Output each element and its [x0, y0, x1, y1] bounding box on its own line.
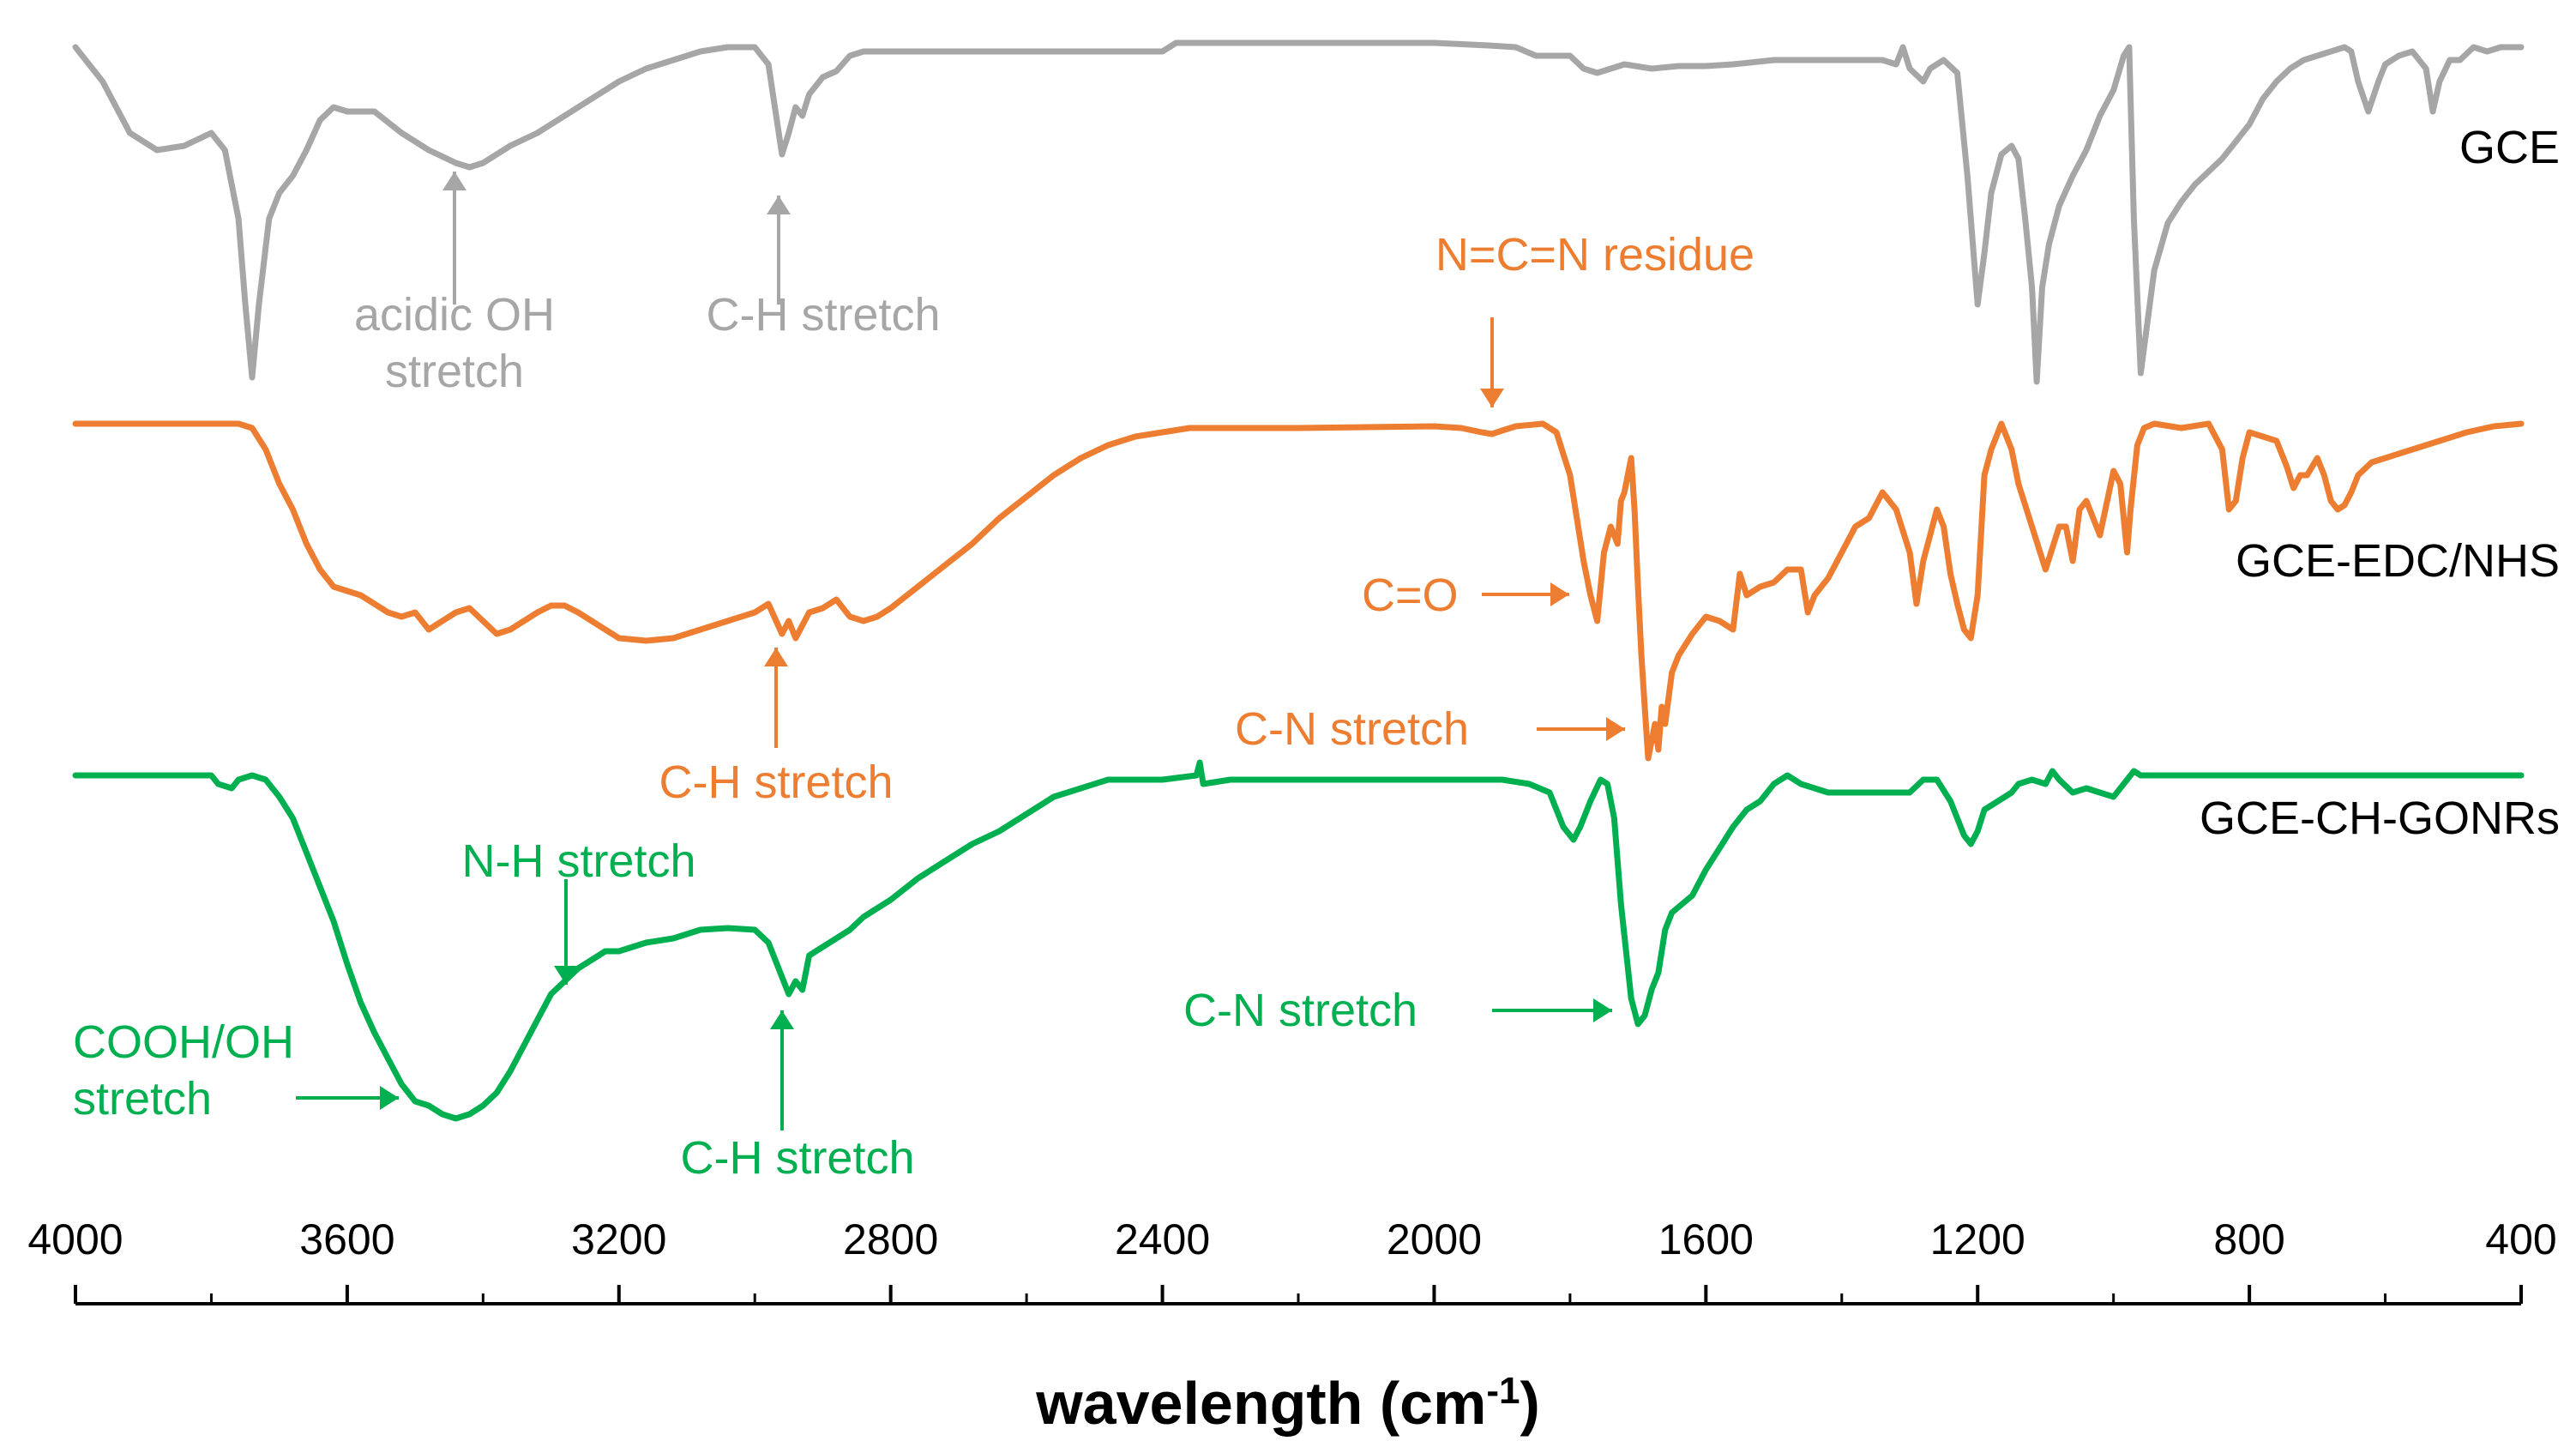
annotation-text: C-N stretch	[1183, 985, 1417, 1036]
annotation-arrow-head	[1606, 717, 1625, 741]
annotation-cooh-oh-stretch-gce-ch-gonrs: COOH/OH stretch	[73, 1016, 399, 1124]
x-axis: 4000 3600 3200 2800 2400 2000 1600 1200 800 400	[27, 1215, 2557, 1305]
annotation-text: C=O	[1362, 570, 1459, 621]
annotation-arrow-head	[442, 172, 466, 190]
series-line-gce	[72, 39, 2525, 385]
x-tick-label-2000: 2000	[1387, 1215, 1482, 1263]
annotation-arrow-head	[764, 648, 788, 666]
x-tick-label-2400: 2400	[1115, 1215, 1210, 1263]
annotation-arrow-head	[554, 966, 578, 985]
annotation-c-h-stretch-gce: C-H stretch	[706, 196, 941, 341]
x-axis-title: wavelength (cm-1)	[1035, 1370, 1540, 1438]
series-label-gce-edc-nhs: GCE-EDC/NHS	[2236, 535, 2560, 587]
series-line-gce-ch-gonrs	[72, 759, 2525, 1122]
series-label-gce: GCE	[2459, 122, 2560, 173]
annotation-acidic-oh-stretch-gce: acidic OH stretch	[354, 172, 555, 397]
x-tick-label-4000: 4000	[27, 1215, 123, 1263]
x-tick-label-3600: 3600	[299, 1215, 394, 1263]
annotation-text: COOH/OH stretch	[73, 1016, 294, 1124]
series-line-gce-edc-nhs	[72, 420, 2525, 762]
annotation-text: C-H stretch	[706, 289, 940, 341]
annotation-arrow-head	[1593, 998, 1612, 1022]
x-tick-label-400: 400	[2485, 1215, 2556, 1263]
series-group	[72, 39, 2525, 1122]
annotation-text: C-N stretch	[1235, 703, 1469, 755]
series-label-gce-ch-gonrs: GCE-CH-GONRs	[2200, 793, 2560, 844]
x-tick-label-3200: 3200	[571, 1215, 666, 1263]
annotation-text: acidic OH stretch	[354, 289, 555, 397]
x-axis-title-sup: -1	[1486, 1370, 1520, 1412]
x-axis-title-suffix: )	[1520, 1370, 1539, 1437]
annotation-c-n-stretch-gce-edc-nhs: C-N stretch	[1235, 703, 1625, 755]
annotation-c-n-stretch-gce-ch-gonrs: C-N stretch	[1183, 985, 1612, 1036]
x-axis-title-main: wavelength (cm	[1035, 1370, 1486, 1437]
annotation-c-h-stretch-gce-ch-gonrs: C-H stretch	[680, 1010, 915, 1184]
annotation-c-h-stretch-gce-edc-nhs: C-H stretch	[659, 648, 894, 808]
annotation-text: C-H stretch	[659, 757, 893, 808]
annotation-arrow-head	[380, 1086, 399, 1110]
annotation-text: N=C=N residue	[1435, 229, 1754, 280]
annotation-arrow-head	[767, 196, 791, 214]
annotations-group: acidic OH stretch C-H stretch N=C=N residue…	[73, 172, 1754, 1184]
x-tick-label-2800: 2800	[843, 1215, 938, 1263]
annotation-n-c-n-residue-gce-edc-nhs: N=C=N residue	[1435, 229, 1754, 407]
x-tick-label-800: 800	[2213, 1215, 2284, 1263]
annotation-text: N-H stretch	[461, 835, 695, 887]
annotation-n-h-stretch-gce-ch-gonrs: N-H stretch	[461, 835, 696, 985]
annotation-c-o-gce-edc-nhs: C=O	[1362, 570, 1569, 621]
annotation-arrow-head	[1480, 389, 1504, 407]
series-labels-group: GCE GCE-EDC/NHS GCE-CH-GONRs	[2200, 122, 2560, 844]
annotation-arrow-head	[770, 1010, 794, 1029]
annotation-text: C-H stretch	[680, 1132, 914, 1184]
x-tick-label-1200: 1200	[1930, 1215, 2025, 1263]
x-tick-label-1600: 1600	[1658, 1215, 1754, 1263]
annotation-arrow-head	[1550, 582, 1569, 606]
